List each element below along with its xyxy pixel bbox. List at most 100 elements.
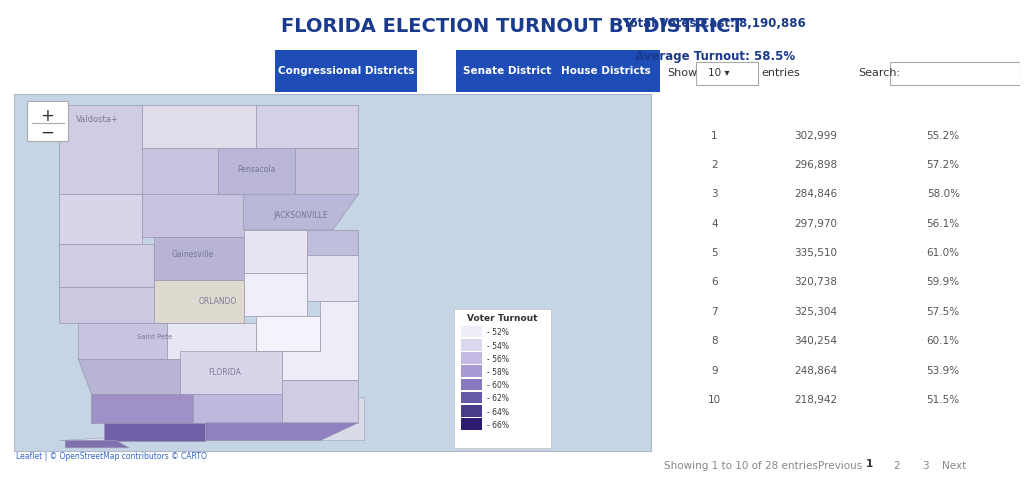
Polygon shape [59,287,155,323]
Text: 325,304: 325,304 [794,307,837,317]
Text: 320,738: 320,738 [794,277,837,287]
Text: - 64%: - 64% [486,408,509,417]
Text: Average Turnout: 58.5%: Average Turnout: 58.5% [635,50,795,62]
Text: FLORIDA ELECTION TURNOUT BY DISTRICT: FLORIDA ELECTION TURNOUT BY DISTRICT [281,17,743,36]
Bar [461,405,482,417]
Text: 53.9%: 53.9% [927,366,959,375]
Polygon shape [206,423,358,440]
Text: 10: 10 [708,395,721,405]
Text: 2: 2 [711,160,718,170]
Text: 1: 1 [711,130,718,140]
FancyBboxPatch shape [890,62,1020,85]
Polygon shape [155,237,244,280]
Text: Showing 1 to 10 of 28 entries: Showing 1 to 10 of 28 entries [664,461,817,471]
Polygon shape [218,148,295,194]
Text: 248,864: 248,864 [794,366,837,375]
Text: +: + [41,107,54,124]
Text: Show: Show [667,68,697,78]
Text: Pensacola: Pensacola [238,165,275,174]
Bar [461,352,482,364]
Polygon shape [244,194,358,230]
Polygon shape [282,380,358,423]
Text: 59.9%: 59.9% [927,277,959,287]
Text: 55.2%: 55.2% [927,130,959,140]
Polygon shape [103,423,206,440]
Text: Previous: Previous [817,461,862,471]
Text: FLORIDA: FLORIDA [208,369,241,377]
Polygon shape [59,398,365,440]
Text: Congressional Districts: Congressional Districts [278,65,415,76]
Polygon shape [141,105,256,148]
Text: 296,898: 296,898 [794,160,837,170]
Text: 297,970: 297,970 [794,219,837,229]
Text: 9: 9 [711,366,718,375]
Bar [461,339,482,351]
Bar [461,418,482,430]
Polygon shape [282,302,358,380]
Text: - 58%: - 58% [486,368,509,377]
Text: - 62%: - 62% [486,394,509,403]
Polygon shape [66,440,129,448]
Bar [461,366,482,377]
Text: Next: Next [942,461,967,471]
Bar [461,326,482,337]
Text: 60.1%: 60.1% [927,336,959,346]
Polygon shape [91,394,193,423]
Polygon shape [78,323,167,359]
Text: - 60%: - 60% [486,381,509,390]
Text: 2: 2 [894,461,900,471]
Text: 340,254: 340,254 [794,336,837,346]
Text: Senate Districts: Senate Districts [463,65,557,76]
Text: Saint Pete: Saint Pete [137,334,172,340]
Text: 56.1%: 56.1% [927,219,959,229]
FancyBboxPatch shape [27,101,69,141]
Text: 5: 5 [711,248,718,258]
Polygon shape [167,323,256,359]
Text: entries: entries [762,68,801,78]
Text: 57.5%: 57.5% [927,307,959,317]
Polygon shape [244,273,307,315]
Text: −: − [41,124,54,141]
Text: 335,510: 335,510 [794,248,837,258]
Text: 4: 4 [711,219,718,229]
Polygon shape [295,148,358,194]
Text: District ▲: District ▲ [687,100,742,111]
Bar [461,378,482,390]
Polygon shape [307,230,358,255]
Text: 51.5%: 51.5% [927,395,959,405]
Text: Voter Turnout: Voter Turnout [467,314,538,323]
Text: 218,942: 218,942 [794,395,837,405]
Text: 7: 7 [711,307,718,317]
Text: - 66%: - 66% [486,421,509,430]
Text: Total Votes Cast: 8,190,886: Total Votes Cast: 8,190,886 [624,17,806,30]
Polygon shape [193,394,282,423]
Text: 302,999: 302,999 [794,130,837,140]
Text: 8: 8 [711,336,718,346]
Text: Total Votes ⇅: Total Votes ⇅ [776,100,854,111]
Text: House Districts: House Districts [561,65,651,76]
Text: 10 ▾: 10 ▾ [708,68,729,78]
Polygon shape [256,105,358,148]
Text: ORLANDO: ORLANDO [199,297,238,306]
Text: Turnout Rate ⇅: Turnout Rate ⇅ [899,100,987,111]
Text: 1: 1 [866,459,873,469]
Text: - 52%: - 52% [486,328,509,337]
Text: Gainesville: Gainesville [172,250,214,259]
Text: 284,846: 284,846 [794,189,837,199]
Polygon shape [141,194,244,237]
Polygon shape [180,351,282,394]
Polygon shape [244,230,307,273]
Text: 3: 3 [923,461,929,471]
Text: Leaflet | © OpenStreetMap contributors © CARTO: Leaflet | © OpenStreetMap contributors ©… [16,452,207,461]
Polygon shape [59,105,141,194]
Bar [461,392,482,403]
Text: Search:: Search: [858,68,900,78]
Text: 61.0%: 61.0% [927,248,959,258]
Text: - 54%: - 54% [486,342,509,351]
Polygon shape [141,148,218,194]
Polygon shape [307,255,358,302]
Polygon shape [59,244,155,287]
Polygon shape [256,315,321,351]
Text: 57.2%: 57.2% [927,160,959,170]
Text: 58.0%: 58.0% [927,189,959,199]
